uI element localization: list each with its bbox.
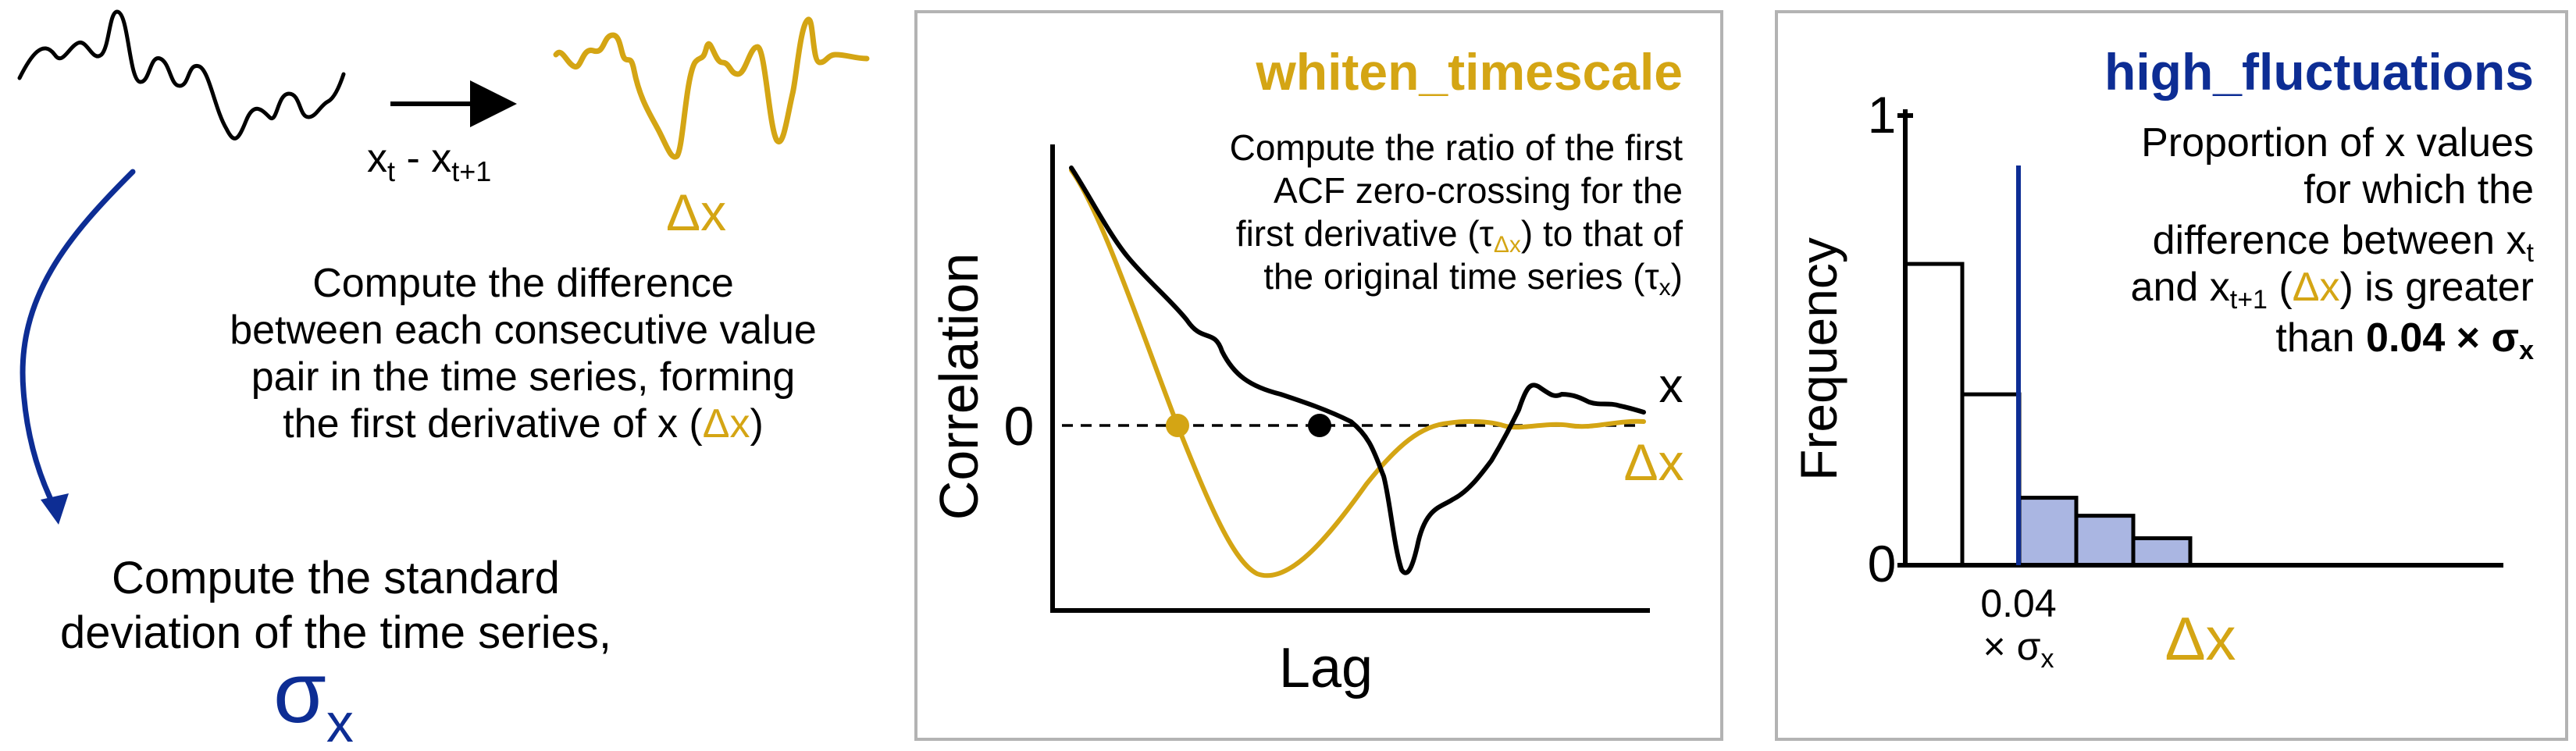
diff-line-2: between each consecutive value — [230, 308, 817, 353]
transform-label: xt - xt+1 — [367, 136, 491, 187]
original-series-line — [17, 9, 346, 141]
desc-line-1: Proportion of x values — [2141, 120, 2534, 166]
histogram-bar — [1960, 392, 2022, 568]
panel-description: Compute the ratio of the first ACF zero-… — [1230, 127, 1683, 301]
histogram-bar — [2074, 514, 2136, 568]
hist-x-label: Δx — [2164, 604, 2236, 673]
diff-line-1: Compute the difference — [312, 261, 734, 306]
panel-title: high_fluctuations — [2104, 43, 2534, 101]
difference-description: Compute the difference between each cons… — [230, 261, 817, 447]
panel-border — [1775, 10, 2568, 741]
acf-x-series-label: x — [1659, 359, 1683, 413]
acf-delta-series-label: Δx — [1623, 433, 1683, 491]
hist-y-label: Frequency — [1790, 237, 1847, 481]
desc-line-4: the original time series (τx) — [1263, 256, 1683, 301]
histogram-bar — [1903, 262, 1965, 568]
desc-line-2: for which the — [2303, 167, 2534, 212]
high-fluctuations-panel: high_fluctuations Proportion of x values… — [1775, 10, 2568, 741]
hist-tick-0: 0 — [1868, 535, 1897, 593]
threshold-label-line-1: 0.04 — [1980, 582, 2056, 625]
panel-description: Proportion of x values for which the dif… — [2131, 120, 2535, 365]
desc-line-2: ACF zero-crossing for the — [1274, 170, 1683, 211]
std-arrow-head — [41, 493, 69, 525]
std-line-1: Compute the standard — [112, 553, 560, 603]
panel-title: whiten_timescale — [1255, 43, 1683, 101]
histogram-bar — [2017, 496, 2079, 568]
std-description: Compute the standard deviation of the ti… — [60, 553, 611, 658]
acf-zero-tick: 0 — [1004, 396, 1035, 457]
desc-line-5: than 0.04 × σx — [2275, 315, 2534, 365]
acf-x-curve — [1069, 166, 1646, 575]
diff-line-3: pair in the time series, forming — [251, 354, 796, 400]
desc-line-4: and xt+1 (Δx) is greater — [2131, 265, 2534, 315]
desc-line-3: first derivative (τΔx) to that of — [1236, 213, 1683, 258]
threshold-label-line-2: × σx — [1983, 625, 2054, 674]
acf-delta-curve — [1069, 168, 1646, 578]
diff-line-4: the first derivative of x (Δx) — [283, 401, 764, 447]
sigma-x-label: σx — [273, 645, 354, 751]
delta-series-line — [553, 16, 870, 160]
delta-x-label: Δx — [666, 183, 726, 241]
acf-x-label: Lag — [1279, 637, 1373, 699]
delta-zero-crossing-dot — [1166, 414, 1189, 437]
panel-border — [914, 10, 1723, 741]
left-section: xt - xt+1 Δx Compute the difference betw… — [17, 9, 870, 751]
desc-line-1: Compute the ratio of the first — [1230, 127, 1683, 168]
histogram-bar — [2131, 536, 2193, 568]
std-arrow — [20, 169, 136, 511]
acf-y-label: Correlation — [928, 253, 989, 520]
whiten-timescale-panel: whiten_timescale Compute the ratio of th… — [914, 10, 1723, 741]
hist-tick-1: 1 — [1868, 86, 1897, 144]
std-line-2: deviation of the time series, — [60, 607, 611, 658]
desc-line-3: difference between xt — [2153, 218, 2535, 268]
x-zero-crossing-dot — [1308, 414, 1331, 437]
